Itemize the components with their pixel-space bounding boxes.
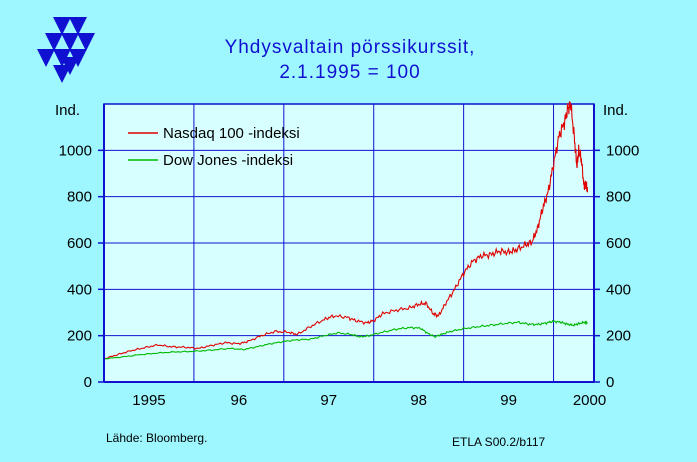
chart-title-line1: Yhdysvaltain pörssikurssit, (225, 37, 476, 58)
xtick-label: 97 (320, 392, 337, 409)
xtick-label: 96 (231, 392, 248, 409)
chart-title-line2: 2.1.1995 = 100 (279, 62, 420, 83)
logo-triangle (61, 57, 79, 75)
left-ytick-label: 400 (67, 281, 92, 298)
series-line-dow (104, 319, 589, 360)
left-ytick-label: 0 (84, 374, 92, 391)
legend-label-dow: Dow Jones -indeksi (163, 152, 293, 169)
logo-triangle (53, 65, 71, 83)
gridlines (104, 104, 594, 382)
legend: Nasdaq 100 -indeksi Dow Jones -indeksi (128, 125, 300, 169)
right-ytick-label: 200 (606, 328, 631, 345)
chart-code: ETLA S00.2/b117 (452, 435, 546, 449)
series-layer (103, 101, 589, 360)
source-note: Lähde: Bloomberg. (106, 431, 207, 445)
right-ytick-label: 800 (606, 189, 631, 206)
right-ytick-label: 600 (606, 235, 631, 252)
xtick-label: 98 (410, 392, 427, 409)
left-ytick-label: 600 (67, 235, 92, 252)
left-axis-unit: Ind. (55, 102, 80, 119)
right-ytick-label: 1000 (606, 142, 639, 159)
series-line-nasdaq (103, 101, 589, 360)
axes: 0 0 200 200 400 400 600 600 800 800 1000 1000 1995 96… (59, 104, 639, 409)
left-ytick-label: 1000 (59, 142, 92, 159)
left-ytick-label: 200 (67, 328, 92, 345)
etla-logo-icon (37, 17, 95, 83)
logo-triangle (77, 33, 95, 51)
legend-label-nasdaq: Nasdaq 100 -indeksi (163, 125, 300, 142)
logo-triangle (69, 17, 87, 35)
logo-triangle (61, 33, 79, 51)
xtick-label: 99 (500, 392, 517, 409)
right-axis-unit: Ind. (603, 102, 628, 119)
logo-triangle (37, 49, 55, 67)
right-ytick-label: 400 (606, 281, 631, 298)
xtick-label: 1995 (132, 392, 165, 409)
logo-triangle (53, 17, 71, 35)
xtick-label: 2000 (573, 392, 606, 409)
logo-triangle (45, 33, 63, 51)
left-ytick-label: 800 (67, 189, 92, 206)
right-ytick-label: 0 (606, 374, 614, 391)
